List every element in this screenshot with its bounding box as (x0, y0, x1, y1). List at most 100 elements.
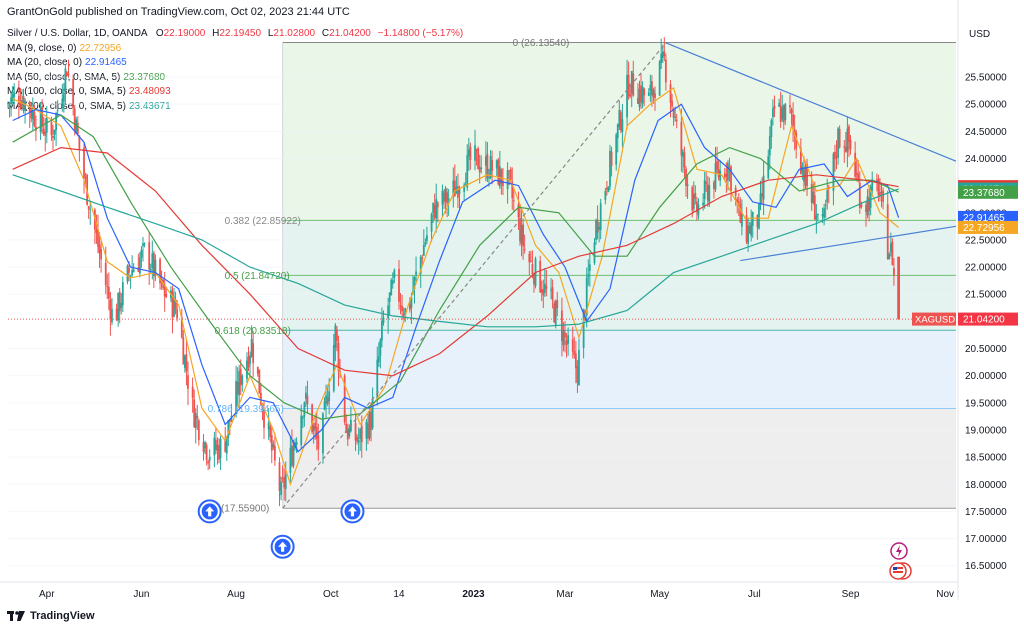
candle-body (467, 149, 470, 157)
candle-body (792, 114, 794, 127)
candle-body (618, 109, 621, 128)
candle-body (258, 369, 261, 394)
flag-stripe (893, 567, 903, 569)
candle-body (120, 302, 123, 308)
candle-body (207, 461, 210, 464)
candle-body (708, 185, 711, 203)
candle-body (208, 456, 211, 461)
candle-body (869, 186, 872, 208)
candle-body (187, 375, 189, 389)
candle-body (512, 200, 515, 202)
candle-body (573, 351, 576, 355)
candle-body (346, 429, 349, 440)
arrow-up-icon[interactable] (270, 534, 295, 559)
candle-body (44, 131, 47, 136)
candle-body (205, 445, 208, 460)
candle-body (246, 360, 248, 379)
candle-body (28, 101, 31, 113)
footer-brand: TradingView (30, 610, 95, 622)
candle-body (238, 371, 241, 396)
candle-body (97, 229, 99, 247)
candle-body (522, 224, 525, 247)
candle-body (13, 92, 16, 97)
candle-body (115, 308, 118, 321)
y-tick-label: 18.50000 (965, 453, 1007, 464)
candle-body (857, 173, 860, 182)
candle-body (357, 440, 360, 443)
candle-body (73, 108, 76, 131)
x-tick-label: Jun (133, 589, 149, 600)
candle-body (163, 284, 166, 297)
candle-body (194, 413, 197, 428)
candle-body (142, 243, 144, 247)
candle-body (432, 202, 435, 214)
candle-body (502, 181, 504, 186)
y-tick-label: 17.00000 (965, 534, 1007, 545)
ma-label: MA (100, close, 0, SMA, 5) (7, 86, 126, 98)
candle-body (196, 415, 199, 419)
candle-body (815, 215, 818, 220)
candle-body (360, 425, 363, 443)
symbol-label: Silver / U.S. Dollar, 1D, OANDA (7, 28, 148, 39)
candle-body (444, 188, 447, 202)
candle-body (328, 391, 331, 402)
side-icons (889, 542, 912, 580)
candle-body (50, 121, 53, 136)
candle-body (312, 425, 315, 431)
candle-body (325, 395, 327, 404)
candle-body (408, 304, 411, 310)
candle-body (789, 104, 791, 108)
price-label: 22.91465 (963, 213, 1005, 224)
candle-body (140, 249, 143, 258)
candle-body (486, 154, 489, 179)
candle-body (152, 252, 155, 277)
candle-body (607, 186, 610, 192)
candle-body (714, 163, 717, 190)
candle-body (705, 181, 708, 184)
candle-body (260, 392, 262, 405)
arrow-up-icon[interactable] (197, 499, 222, 524)
candle-body (273, 445, 276, 461)
candle-body (219, 438, 222, 459)
tradingview-logo-icon (7, 611, 25, 621)
moving-averages (12, 86, 900, 487)
candle-body (399, 305, 402, 307)
candle-body (239, 368, 242, 386)
candle-body (228, 419, 231, 423)
candle-body (41, 106, 44, 127)
candle-body (478, 166, 481, 173)
last-candle-body (897, 256, 900, 320)
candle-body (652, 89, 655, 97)
candle-body (664, 59, 667, 83)
y-tick-label: 19.00000 (965, 425, 1007, 436)
arrow-up-icon[interactable] (340, 499, 365, 524)
candle-body (326, 397, 329, 404)
candle-body (398, 268, 400, 302)
candle-body (553, 303, 556, 323)
candle-body (225, 436, 228, 454)
candle-body (545, 285, 548, 289)
candle-body (53, 129, 56, 135)
candle-body (56, 109, 59, 111)
candle-body (183, 355, 186, 368)
candle-body (542, 289, 545, 296)
candle-body (61, 98, 64, 108)
candle-body (781, 107, 784, 120)
candle-body (143, 243, 146, 245)
candle-body (578, 349, 580, 386)
candle-body (661, 51, 664, 58)
candle-body (176, 309, 179, 319)
candle-body (477, 148, 480, 170)
candle-body (263, 411, 265, 428)
candle-body (539, 260, 542, 293)
candle-body (821, 214, 824, 217)
candle-body (159, 259, 161, 284)
candle-body (236, 381, 239, 395)
flag-icon[interactable] (889, 562, 912, 580)
candle-body (528, 253, 531, 263)
candle-body (725, 173, 728, 177)
lightning-icon[interactable] (890, 542, 908, 560)
candle-body (759, 193, 762, 205)
candle-body (393, 269, 396, 278)
